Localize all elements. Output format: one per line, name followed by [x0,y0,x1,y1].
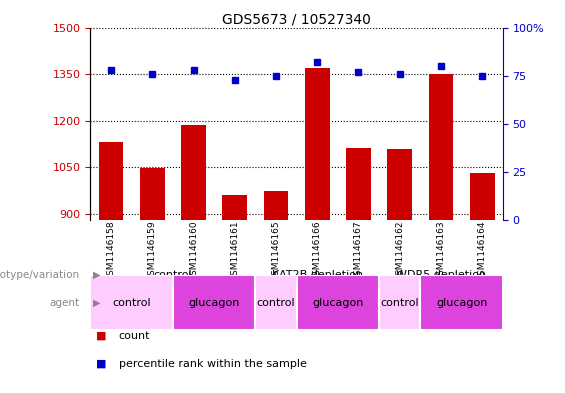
Text: GSM1146165: GSM1146165 [272,220,280,281]
Text: control: control [154,270,192,280]
Bar [379,275,420,330]
Text: GSM1146164: GSM1146164 [478,220,486,281]
Text: ▶: ▶ [93,298,101,308]
Text: agent: agent [49,298,79,308]
Text: control: control [257,298,295,308]
Text: genotype/variation: genotype/variation [0,270,79,280]
Title: GDS5673 / 10527340: GDS5673 / 10527340 [222,12,371,26]
Text: GSM1146167: GSM1146167 [354,220,363,281]
Bar [173,275,255,330]
Text: percentile rank within the sample: percentile rank within the sample [119,358,307,369]
Bar [264,191,288,393]
Bar [181,125,206,393]
Text: GSM1146161: GSM1146161 [231,220,239,281]
Text: glucagon: glucagon [436,298,487,308]
Bar [297,275,379,330]
Bar [429,74,453,393]
Bar [140,168,164,393]
Text: ■: ■ [96,331,107,341]
Bar [346,148,371,393]
Text: ▶: ▶ [93,270,101,280]
Text: WDR5 depletion: WDR5 depletion [396,270,486,280]
Bar [470,173,494,393]
Bar [90,275,173,330]
Text: glucagon: glucagon [189,298,240,308]
Bar [255,275,297,330]
Bar [223,195,247,393]
Text: count: count [119,331,150,341]
Text: GSM1146166: GSM1146166 [313,220,321,281]
Text: GSM1146158: GSM1146158 [107,220,115,281]
Text: GSM1146162: GSM1146162 [396,220,404,281]
Bar [388,149,412,393]
Text: GSM1146159: GSM1146159 [148,220,157,281]
Text: control: control [380,298,419,308]
Bar [420,275,503,330]
Text: GSM1146163: GSM1146163 [437,220,445,281]
Text: control: control [112,298,151,308]
Text: GSM1146160: GSM1146160 [189,220,198,281]
Bar [305,68,329,393]
Text: KAT2B depletion: KAT2B depletion [272,270,363,280]
Text: ■: ■ [96,358,107,369]
Bar [99,142,123,393]
Text: glucagon: glucagon [312,298,363,308]
